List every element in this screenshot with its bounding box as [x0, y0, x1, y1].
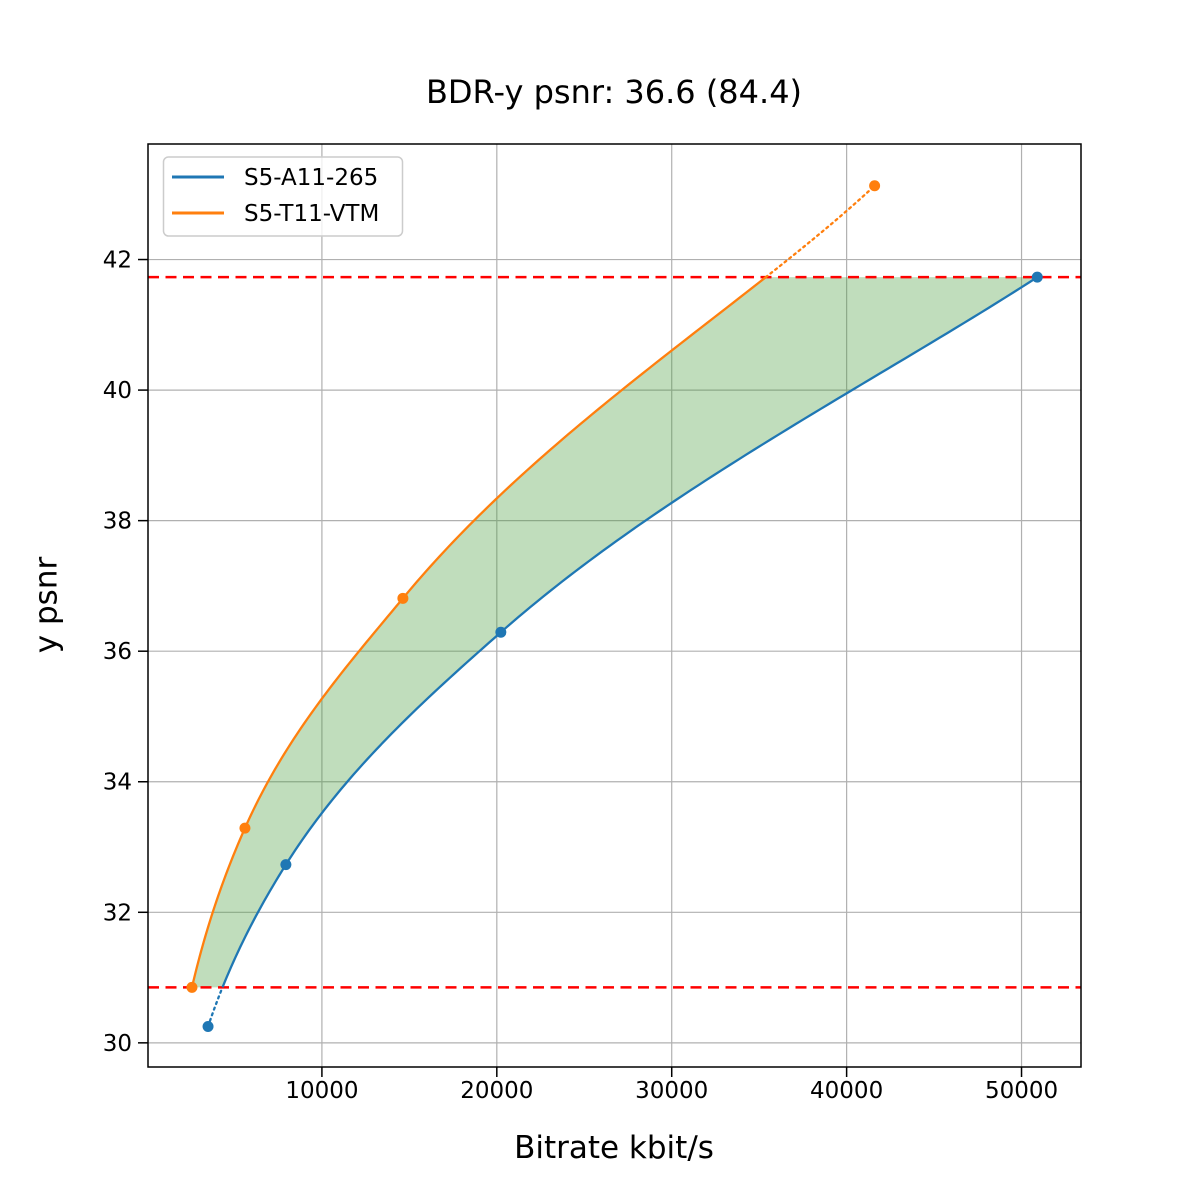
data-point-marker-S5-T11-VTM [869, 180, 881, 192]
y-tick-label: 42 [103, 248, 132, 274]
data-point-marker-S5-A11-265 [495, 626, 507, 638]
axes-spines [147, 143, 1082, 1068]
x-tick-label: 10000 [285, 1078, 358, 1104]
data-point-marker-S5-T11-VTM [239, 822, 251, 834]
series-curve-dotted-S5-T11-VTM [764, 184, 876, 279]
series-curve-S5-T11-VTM [190, 276, 767, 988]
data-point-marker-S5-T11-VTM [186, 981, 198, 993]
y-tick-label: 32 [103, 900, 132, 926]
x-tick-label: 20000 [460, 1078, 533, 1104]
y-tick-label: 40 [103, 378, 132, 404]
data-point-marker-S5-A11-265 [202, 1021, 214, 1033]
x-tick-label: 50000 [985, 1078, 1058, 1104]
chart-title: BDR-y psnr: 36.6 (84.4) [425, 73, 803, 111]
y-tick-label: 30 [103, 1031, 132, 1057]
x-axis-label: Bitrate kbit/s [514, 1130, 714, 1166]
data-point-marker-S5-A11-265 [1031, 271, 1043, 283]
y-tick-label: 34 [103, 770, 132, 796]
y-tick-label: 36 [103, 639, 132, 665]
series-curve-dotted-S5-A11-265 [206, 986, 224, 1028]
legend-item-label: S5-T11-VTM [244, 201, 379, 227]
x-tick-label: 40000 [810, 1078, 883, 1104]
bd-fill-region [191, 277, 1038, 988]
data-point-marker-S5-T11-VTM [397, 592, 409, 604]
data-point-marker-S5-A11-265 [280, 859, 292, 871]
y-tick-label: 38 [103, 509, 132, 535]
x-tick-label: 30000 [635, 1078, 708, 1104]
legend-item-label: S5-A11-265 [244, 165, 378, 191]
